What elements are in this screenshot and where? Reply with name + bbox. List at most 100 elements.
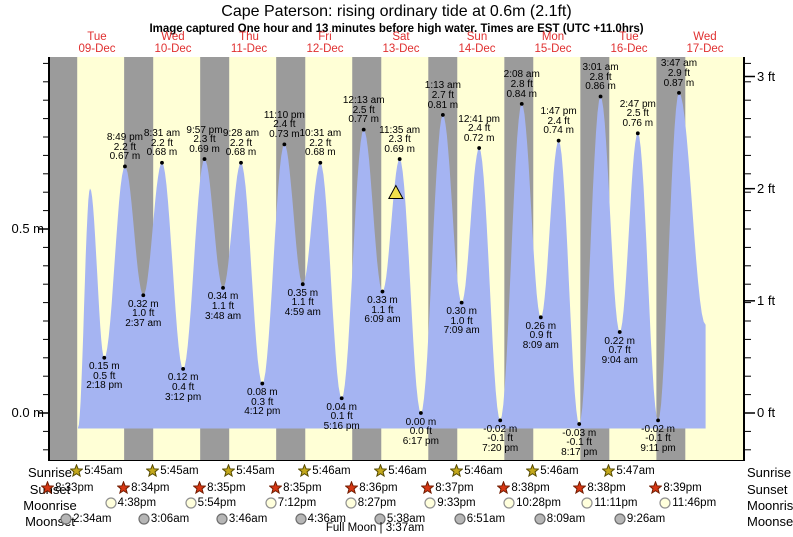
sunset-time: 8:35pm	[269, 480, 322, 495]
tide-label-line: 1.0 ft	[132, 308, 155, 320]
sunrise-time-text: 5:45am	[236, 465, 275, 477]
moonrise-row-label-right: Moonrise	[747, 497, 793, 513]
tide-label-line: 0.1 ft	[330, 411, 353, 423]
moonrise-row-label: Moonrise	[23, 497, 77, 513]
right-axis-tick	[745, 99, 751, 101]
tide-label-line: 1.1 ft	[211, 300, 235, 312]
tide-label-line: 0.34 m	[207, 291, 239, 303]
tide-high-label: 12:41 pm 2.4 ft 0.72 m	[446, 113, 512, 144]
moonrise-time-text: 4:38pm	[117, 497, 157, 509]
day-header: Wed 10-Dec	[135, 31, 211, 55]
left-axis-label: 0.0 m	[11, 405, 44, 420]
tide-point-dot	[635, 131, 640, 136]
tide-label-line: 0.9 ft	[529, 330, 552, 342]
tide-label-line: 0.5 ft	[93, 370, 116, 382]
left-axis-tick	[43, 430, 49, 432]
sunrise-icon	[374, 464, 388, 478]
right-axis-label: 3 ft	[757, 68, 776, 84]
tide-label-line: 5:16 pm	[323, 420, 360, 432]
tide-low-label: 0.34 m 1.1 ft 3:48 am	[190, 292, 256, 321]
day-header: Tue 16-Dec	[591, 31, 667, 55]
sunrise-icon	[298, 464, 312, 478]
day-header-date: 10-Dec	[154, 42, 192, 55]
moonset-time-text: 6:51am	[466, 513, 506, 525]
tide-label-line: 0.4 ft	[172, 381, 195, 393]
moonset-time: 8:09am	[534, 513, 585, 525]
tide-high-label: 3:01 am 2.8 ft 0.86 m	[568, 63, 634, 92]
day-header-date: 15-Dec	[534, 42, 572, 55]
tide-high-label: 8:49 pm 2.2 ft 0.67 m	[92, 133, 158, 162]
sunrise-icon	[450, 464, 464, 478]
day-header-date: 17-Dec	[686, 42, 724, 55]
right-axis-tick	[745, 302, 751, 304]
right-axis-line	[743, 57, 745, 460]
tide-label-line: 8:17 pm	[561, 446, 598, 458]
tide-label-line: 0.69 m	[384, 143, 415, 155]
moonset-time-text: 4:36am	[307, 513, 346, 525]
tide-label-line: 0.3 ft	[251, 396, 274, 408]
tide-label-line: 9:04 am	[601, 354, 638, 366]
moonset-time-text: 2:34am	[73, 513, 112, 525]
chart-subtitle: Image captured One hour and 13 minutes b…	[149, 23, 644, 35]
moonset-time-text: 8:09am	[546, 513, 586, 525]
tide-label-line: 1.1 ft	[371, 304, 394, 316]
tide-point-dot	[260, 381, 265, 386]
moonrise-icon	[185, 497, 197, 509]
left-axis-tick	[43, 154, 49, 156]
tide-label-line: -0.02 m	[641, 423, 676, 435]
moonset-row-label-right: Moonset	[747, 513, 793, 529]
moonset-icon	[534, 513, 546, 525]
sunset-time: 8:36pm	[345, 480, 398, 495]
day-header: Sun 14-Dec	[439, 31, 515, 55]
tide-label-line: 8:31 am	[143, 128, 181, 140]
tide-point-dot	[181, 366, 186, 371]
moonrise-time: 8:27pm	[345, 497, 396, 509]
tide-label-line: 0.32 m	[127, 298, 159, 310]
tide-label-line: 0.30 m	[446, 306, 477, 318]
day-header: Mon 15-Dec	[515, 31, 591, 55]
moonrise-time: 7:12pm	[265, 497, 316, 509]
right-axis-tick	[745, 320, 751, 322]
sunset-time-text: 8:38pm	[511, 481, 550, 494]
tide-label-line: 0.84 m	[506, 88, 538, 100]
sunset-time-text: 8:34pm	[131, 481, 170, 494]
tide-label-line: 7:20 pm	[482, 443, 519, 455]
sunset-icon	[269, 480, 283, 494]
left-axis-tick	[43, 283, 49, 285]
tide-label-line: 0.68 m	[146, 147, 178, 159]
day-header-dow: Tue	[87, 31, 107, 43]
moonset-icon	[374, 513, 386, 525]
tide-area	[78, 92, 706, 429]
sunrise-time: 5:45am	[222, 464, 275, 478]
tide-point-dot	[538, 315, 543, 320]
day-header-dow: Wed	[161, 31, 185, 43]
sunset-time: 8:34pm	[117, 480, 170, 495]
sunset-icon	[421, 480, 435, 494]
tide-label-line: -0.1 ft	[566, 437, 592, 449]
tide-low-label: 0.33 m 1.1 ft 6:09 am	[349, 296, 415, 325]
tide-point-dot	[380, 289, 385, 294]
right-axis-tick	[745, 191, 751, 193]
tide-label-line: 2.2 ft	[150, 137, 174, 149]
moonrise-time: 5:54pm	[185, 497, 236, 509]
night-band	[49, 57, 78, 460]
tide-low-label: 0.08 m 0.3 ft 4:12 pm	[229, 388, 295, 417]
tide-label-line: 2:08 am	[503, 69, 540, 81]
day-header: Sat 13-Dec	[363, 31, 439, 55]
day-header-dow: Mon	[541, 31, 565, 43]
right-axis-major-tick	[745, 187, 755, 190]
moonset-icon	[216, 513, 228, 525]
day-header-date: 12-Dec	[306, 42, 344, 55]
tide-label-line: 12:41 pm	[458, 113, 500, 125]
sunrise-time-text: 5:45am	[160, 465, 199, 477]
right-axis-tick	[745, 154, 751, 156]
tide-high-label: 1:13 am 2.7 ft 0.81 m	[410, 81, 476, 110]
moonset-time: 9:26am	[614, 513, 665, 525]
right-axis-major-tick	[745, 75, 755, 78]
moonset-time-text: 5:38am	[386, 513, 426, 525]
tide-label-line: 8:09 am	[522, 340, 559, 351]
tide-point-dot	[498, 418, 503, 423]
tide-label-line: 0.74 m	[543, 125, 574, 137]
right-axis-tick	[745, 246, 751, 248]
tide-point-dot	[477, 146, 482, 150]
